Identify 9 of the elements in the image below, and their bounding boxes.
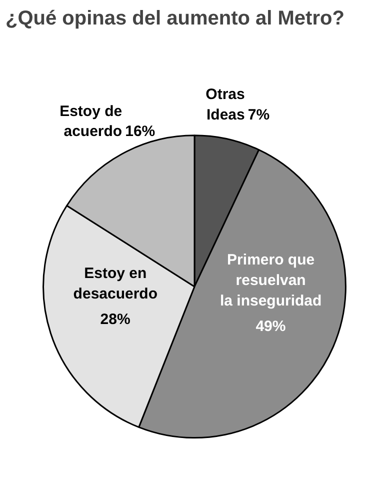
slice-label: Estoy en desacuerdo bbox=[73, 265, 158, 302]
data-label: 28% bbox=[100, 311, 130, 328]
slice-label: Otras Ideas bbox=[206, 86, 245, 124]
data-label: 16% bbox=[125, 123, 156, 140]
slice-label: Estoy de acuerdo bbox=[60, 102, 122, 140]
chart-title: ¿Qué opinas del aumento al Metro? bbox=[6, 8, 344, 30]
data-label: 7% bbox=[248, 106, 270, 124]
slice-label: Primero que resuelvan la inseguridad bbox=[220, 252, 322, 310]
data-label: 49% bbox=[256, 318, 286, 336]
